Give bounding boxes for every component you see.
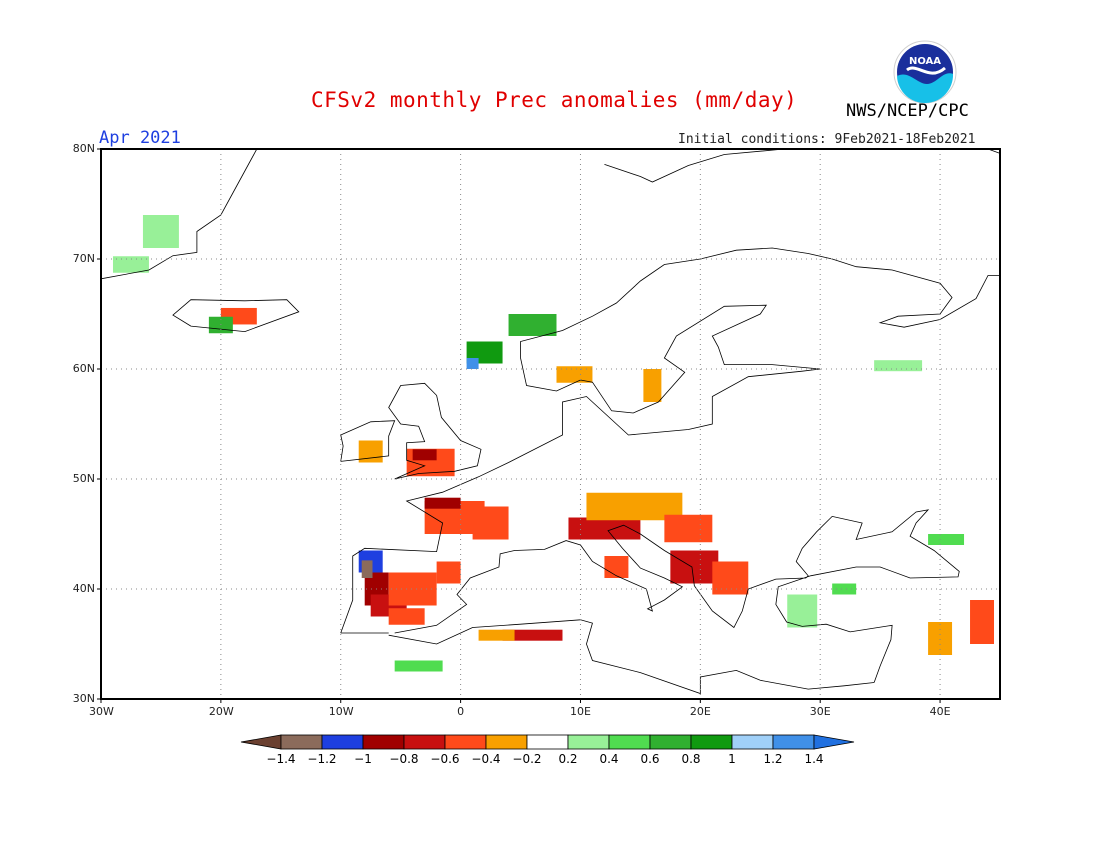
legend-label: 1.2 (763, 752, 782, 766)
legend-swatch (731, 734, 774, 750)
legend-label: 0.2 (558, 752, 577, 766)
anomaly-cell (112, 256, 149, 273)
coastline (388, 619, 875, 695)
legend-swatch (403, 734, 446, 750)
legend-swatch (608, 734, 651, 750)
lon-tick-label: 0 (457, 705, 465, 718)
legend-label: −1.2 (307, 752, 336, 766)
lat-tick-label: 80N (72, 142, 95, 155)
legend-label: −1.4 (266, 752, 295, 766)
coastline (394, 509, 960, 683)
legend-label: 1 (728, 752, 736, 766)
legend-low-arrow (240, 734, 282, 750)
anomaly-cell (478, 629, 515, 641)
lon-tick-label: 30E (809, 705, 831, 718)
chart-title: CFSv2 monthly Prec anomalies (mm/day) (311, 88, 798, 112)
lat-tick-label: 40N (72, 582, 95, 595)
lat-tick-label: 60N (72, 362, 95, 375)
anomaly-cell (502, 629, 563, 641)
legend-swatch (772, 734, 815, 750)
legend-swatch (526, 734, 569, 750)
anomaly-cell (643, 369, 662, 402)
coastline (100, 148, 258, 280)
anomaly-cell (472, 506, 509, 540)
anomaly-cell (556, 366, 593, 383)
lon-tick-label: 10E (569, 705, 591, 718)
legend-swatch (485, 734, 528, 750)
legend-swatch (321, 734, 364, 750)
anomaly-cell (388, 608, 425, 625)
legend-swatch (362, 734, 405, 750)
noaa-logo-icon: NOAA (893, 40, 957, 104)
anomaly-cell (394, 660, 443, 672)
anomaly-cell (874, 360, 923, 372)
legend-label: 0.6 (640, 752, 659, 766)
legend-swatch (690, 734, 733, 750)
coastline (340, 420, 396, 462)
anomaly-cell (928, 622, 953, 655)
legend-label: 0.4 (599, 752, 618, 766)
legend-label: −0.2 (512, 752, 541, 766)
coastline (340, 247, 1000, 634)
anomaly-cell (424, 497, 461, 509)
legend-swatch (444, 734, 487, 750)
anomaly-cell (928, 534, 965, 545)
map-frame (100, 148, 1001, 700)
lon-tick-label: 30W (89, 705, 114, 718)
lat-tick-label: 50N (72, 472, 95, 485)
anomaly-cell (412, 449, 437, 461)
legend-label: −0.4 (471, 752, 500, 766)
anomaly-cell (664, 514, 713, 543)
lon-tick-label: 40E (929, 705, 951, 718)
anomaly-cell (361, 560, 373, 578)
legend-label: 0.8 (681, 752, 700, 766)
legend-swatch (567, 734, 610, 750)
legend-swatch (649, 734, 692, 750)
anomaly-cell (970, 600, 995, 644)
initial-conditions-label: Initial conditions: 9Feb2021-18Feb2021 (678, 132, 976, 147)
legend-label: 1.4 (804, 752, 823, 766)
anomaly-cell (436, 561, 461, 584)
legend-high-arrow (813, 734, 855, 750)
legend-label: −0.8 (389, 752, 418, 766)
forecast-month-label: Apr 2021 (99, 128, 181, 148)
lat-tick-label: 30N (72, 692, 95, 705)
anomaly-cell (670, 550, 719, 584)
legend-label: −1 (354, 752, 372, 766)
coastline (388, 382, 482, 480)
lon-tick-label: 10W (328, 705, 354, 718)
lat-tick-label: 70N (72, 252, 95, 265)
anomaly-cell (832, 583, 857, 595)
logo-text: NOAA (909, 56, 941, 67)
lon-tick-label: 20E (689, 705, 711, 718)
legend-swatch (280, 734, 323, 750)
anomaly-cell (787, 594, 818, 628)
legend-label: −0.6 (430, 752, 459, 766)
anomaly-cell (508, 314, 557, 336)
coastline (172, 299, 300, 333)
anomaly-cell (568, 517, 641, 540)
agency-label: NWS/NCEP/CPC (846, 101, 969, 121)
anomaly-cell (466, 358, 479, 369)
lon-tick-label: 20W (208, 705, 234, 718)
anomaly-cell (712, 561, 749, 595)
anomaly-cell (142, 215, 179, 248)
